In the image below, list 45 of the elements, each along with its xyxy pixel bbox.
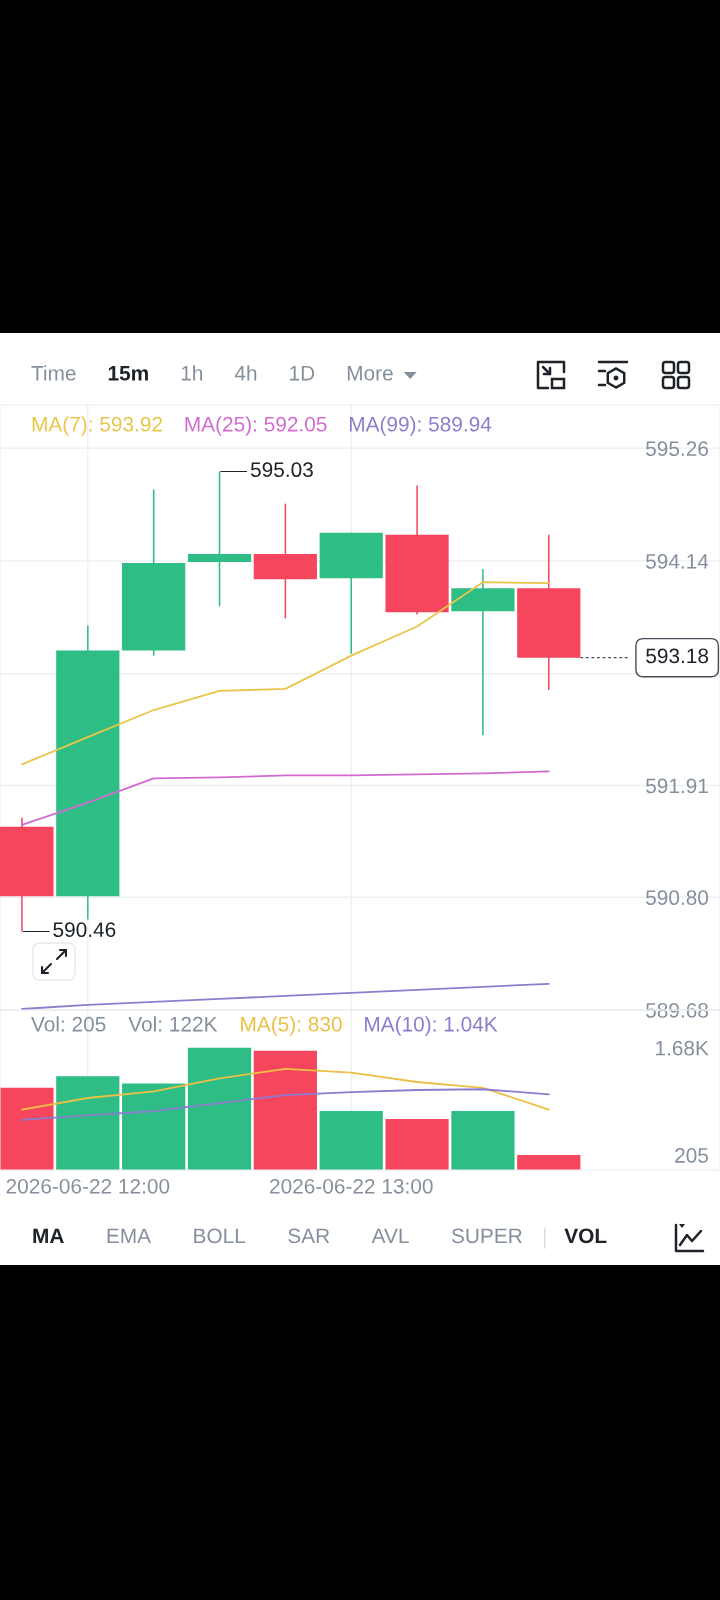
y-tick-label: 205: [675, 1148, 709, 1163]
ref-line-label: 593.18: [646, 648, 709, 664]
line-series: [21, 581, 550, 766]
annotation: 595.03: [250, 462, 313, 478]
text: AVL: [371, 1228, 409, 1243]
annotation: 590.46: [53, 922, 116, 938]
y-tick-label: 595.26: [646, 441, 708, 457]
bar: [319, 1111, 383, 1170]
text: MA: [33, 1228, 64, 1243]
bar: [385, 1119, 449, 1170]
text: 15m: [108, 366, 148, 381]
bar: [122, 1083, 186, 1170]
text: 1h: [181, 365, 203, 381]
text: SUPER: [451, 1228, 522, 1244]
text: EMA: [107, 1228, 151, 1243]
text: BOLL: [194, 1228, 246, 1244]
bar: [517, 1155, 581, 1170]
bar: [187, 1047, 252, 1170]
text: 4h: [234, 365, 257, 381]
bar: [253, 1050, 317, 1170]
x-tick-label: 2026-06-22 12:00: [6, 1178, 170, 1194]
candlestick: [187, 470, 252, 608]
y-tick-label: 591.91: [646, 778, 708, 794]
text: MA(10): 1.04K: [365, 1016, 498, 1036]
line-series: [21, 1088, 550, 1121]
text: More: [347, 366, 393, 381]
y-tick-label: 589.68: [646, 1003, 708, 1018]
annotation: Vol: 122K: [128, 1016, 218, 1032]
annotation: Vol: 205: [31, 1016, 106, 1032]
bar: [451, 1111, 515, 1170]
text: MA(7): 593.92: [32, 416, 162, 436]
line-series: [21, 982, 550, 1010]
line-series: [21, 1068, 550, 1111]
text: MA(25): 592.05: [185, 416, 327, 436]
line-series: [21, 770, 550, 826]
text: SAR: [288, 1228, 330, 1244]
series-label: MA(5): 830: [241, 1016, 342, 1036]
y-tick-label: 594.14: [646, 554, 709, 569]
text: MA(99): 589.94: [349, 416, 492, 436]
y-tick-label: 590.80: [646, 890, 709, 906]
text: VOL: [564, 1228, 607, 1244]
x-tick-label: 2026-06-22 13:00: [270, 1178, 433, 1194]
y-tick-label: 1.68K: [656, 1040, 709, 1056]
text: 1D: [290, 366, 315, 381]
text: Time: [31, 365, 76, 381]
